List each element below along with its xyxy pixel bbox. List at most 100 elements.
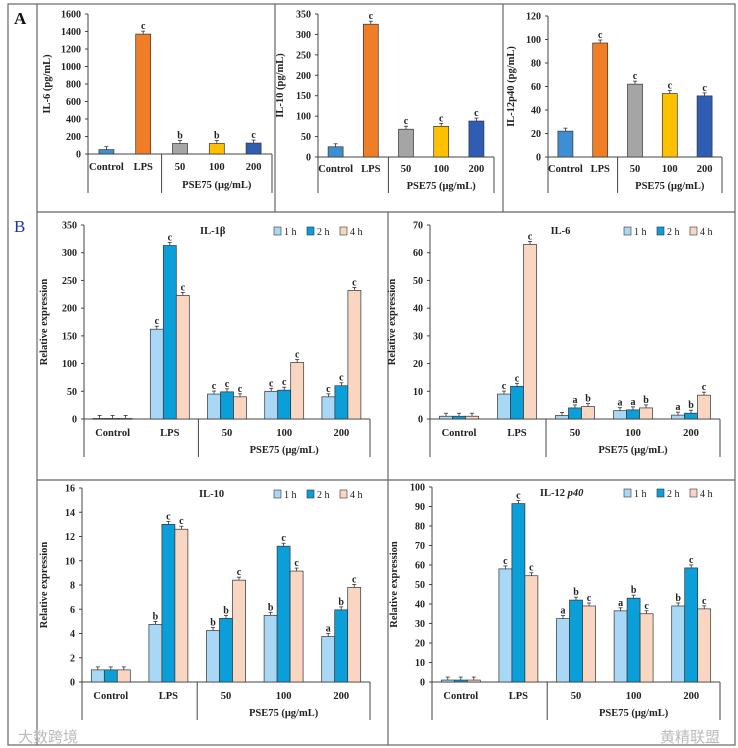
significance-letter: a [631, 397, 636, 408]
category-label: Control [95, 428, 130, 439]
bar [684, 412, 698, 420]
y-axis-label: Relative expression [387, 279, 398, 366]
bar [264, 390, 279, 420]
legend-label: 2 h [317, 227, 330, 238]
y-tick-label: 16 [65, 484, 75, 495]
group-label: PSE75 (μg/mL) [598, 445, 668, 456]
legend-swatch [306, 226, 315, 236]
y-tick-label: 0 [70, 678, 75, 689]
legend-swatch [656, 488, 665, 498]
bar [465, 415, 479, 420]
category-label: 50 [222, 428, 233, 439]
legend-swatch [273, 226, 282, 236]
y-tick-label: 100 [526, 35, 541, 46]
chart-title: IL-12 p40 [540, 488, 584, 499]
y-tick-label: 40 [413, 304, 423, 315]
significance-letter: c [282, 377, 287, 388]
y-tick-label: 300 [62, 248, 77, 259]
bar [219, 617, 233, 683]
y-tick-label: 300 [296, 30, 311, 41]
bar [98, 149, 115, 155]
chart-title: IL-10 [199, 489, 224, 500]
category-label: 200 [697, 164, 713, 175]
significance-letter: c [503, 556, 508, 567]
significance-letter: a [573, 395, 578, 406]
bar [398, 128, 414, 158]
y-tick-label: 350 [296, 10, 311, 21]
bar [233, 396, 247, 420]
bar [569, 599, 583, 683]
bar [671, 605, 686, 683]
bar [466, 679, 481, 683]
y-tick-label: 200 [296, 71, 311, 82]
legend-swatch [689, 488, 698, 498]
y-tick-label: 50 [415, 580, 425, 591]
bar [557, 130, 574, 158]
significance-letter: b [688, 400, 694, 411]
legend-label: 2 h [667, 227, 680, 238]
bar [568, 407, 582, 420]
chart-0: 0 200 400 600 800 1000 1200 1400 1600 Control LPS 5… [42, 10, 273, 193]
significance-letter: c [515, 373, 520, 384]
bar [245, 142, 262, 155]
category-label: Control [548, 164, 583, 175]
y-tick-label: 350 [62, 221, 77, 232]
category-label: LPS [160, 428, 179, 439]
bar [321, 396, 336, 420]
bar [347, 587, 362, 683]
bar [206, 630, 220, 683]
y-tick-label: 30 [413, 331, 423, 342]
legend-label: 1 h [284, 227, 297, 238]
category-label: Control [442, 428, 477, 439]
significance-letter: c [702, 83, 707, 94]
y-tick-label: 1600 [61, 10, 81, 21]
category-label: Control [93, 691, 128, 702]
bar [334, 385, 349, 420]
y-tick-label: 50 [67, 387, 77, 398]
bar [347, 290, 362, 420]
bar [92, 418, 107, 420]
y-tick-label: 0 [420, 678, 425, 689]
category-label: 50 [630, 164, 641, 175]
watermark-left: 大数跨境 [18, 728, 78, 746]
y-tick-label: 10 [413, 387, 423, 398]
watermark-right: 黄精联盟 [660, 728, 720, 746]
bar [105, 418, 120, 420]
y-tick-label: 40 [415, 600, 425, 611]
y-tick-label: 100 [296, 112, 311, 123]
category-label: LPS [509, 691, 528, 702]
bar [440, 679, 455, 683]
group-label: PSE75 (μg/mL) [407, 181, 477, 192]
bar [327, 146, 344, 158]
significance-letter: c [528, 231, 533, 242]
bar [453, 679, 468, 683]
significance-letter: b [631, 585, 637, 596]
bar [118, 418, 133, 420]
significance-letter: c [179, 516, 184, 527]
legend-swatch [656, 226, 665, 236]
significance-letter: b [338, 597, 344, 608]
bar [626, 597, 641, 683]
bar [627, 83, 643, 158]
legend-label: 4 h [700, 489, 713, 500]
y-tick-label: 0 [306, 153, 311, 164]
bar [439, 415, 453, 420]
y-tick-label: 14 [65, 508, 75, 519]
bar [498, 568, 513, 683]
y-tick-label: 8 [70, 581, 75, 592]
y-tick-label: 50 [301, 132, 311, 143]
category-label: LPS [507, 428, 526, 439]
significance-letter: c [339, 373, 344, 384]
significance-letter: c [369, 11, 374, 22]
significance-letter: c [168, 233, 173, 244]
significance-letter: c [238, 384, 243, 395]
bar [697, 394, 711, 420]
significance-letter: c [598, 30, 603, 41]
y-axis-label: Relative expression [39, 279, 50, 366]
bar [232, 579, 246, 683]
y-tick-label: 250 [62, 276, 77, 287]
significance-letter: a [676, 402, 681, 413]
y-tick-label: 70 [415, 541, 425, 552]
legend-label: 4 h [700, 227, 713, 238]
significance-letter: c [141, 21, 146, 32]
